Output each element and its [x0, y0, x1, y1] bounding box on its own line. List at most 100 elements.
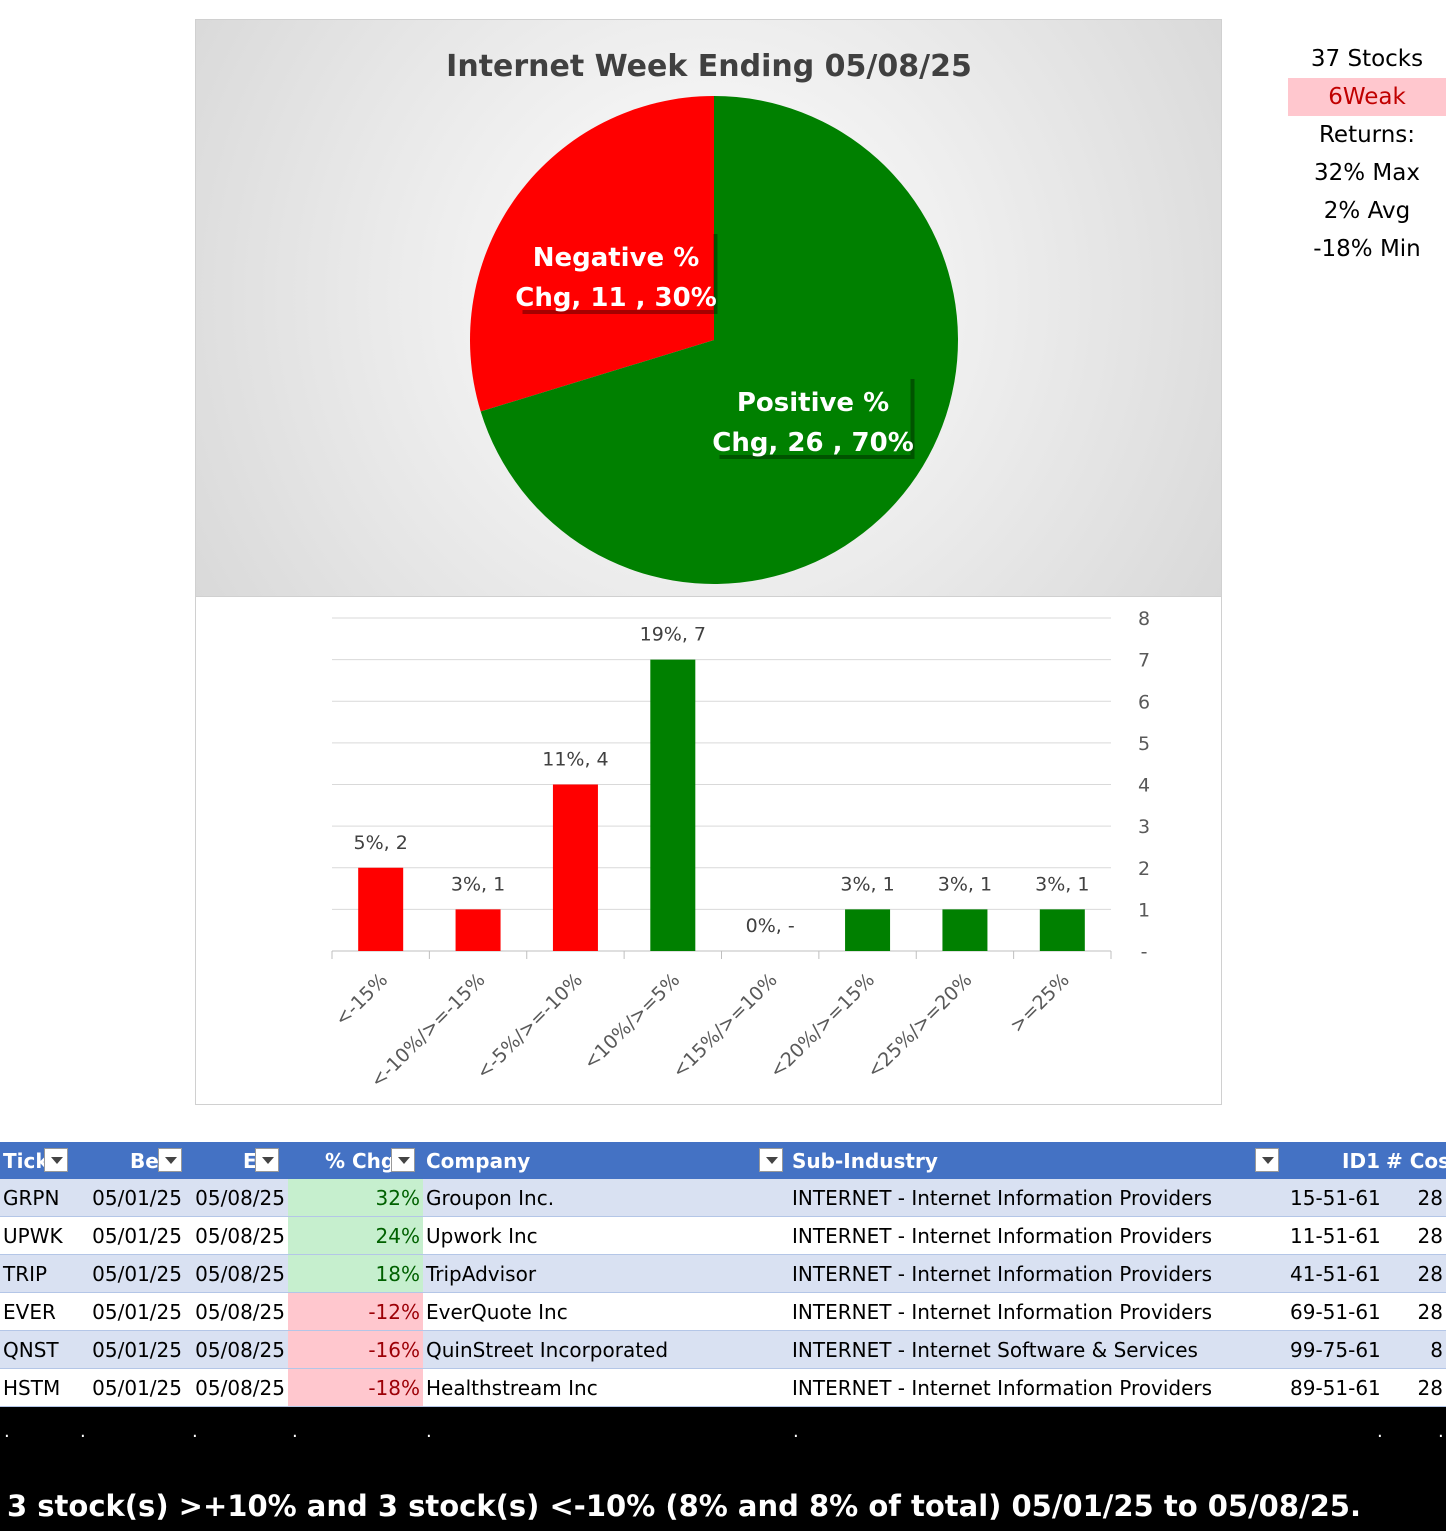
table-header-row: Tick Be E % Chg Company Sub-Industry ID1…	[0, 1142, 1446, 1179]
bar-data-label: 5%, 2	[354, 832, 408, 854]
cell-subindustry: INTERNET - Internet Information Provider…	[789, 1292, 1287, 1331]
filler-dot: .	[292, 1421, 298, 1442]
bar	[1039, 909, 1085, 951]
cell-cos: 28	[1383, 1216, 1446, 1255]
table-row[interactable]: UPWK 05/01/25 05/08/25 24% Upwork Inc IN…	[0, 1216, 1446, 1255]
cell-end: 05/08/25	[185, 1330, 288, 1369]
filler-dot: .	[192, 1421, 198, 1442]
stats-panel: 37 Stocks 6Weak Returns: 32% Max 2% Avg …	[1288, 40, 1446, 268]
table-row[interactable]: EVER 05/01/25 05/08/25 -12% EverQuote In…	[0, 1292, 1446, 1331]
pie-label-line2: Chg, 26 , 70%	[712, 428, 914, 458]
cell-cos: 28	[1383, 1368, 1446, 1407]
header-id1[interactable]: ID1	[1287, 1142, 1383, 1179]
y-tick-label: 2	[1138, 858, 1150, 880]
cell-pct-chg: -16%	[288, 1330, 423, 1369]
cell-pct-chg: 32%	[288, 1179, 423, 1217]
x-tick-label: <10%/>=5%	[579, 969, 684, 1074]
cell-cos: 8	[1383, 1330, 1446, 1369]
table-row[interactable]: TRIP 05/01/25 05/08/25 18% TripAdvisor I…	[0, 1254, 1446, 1293]
y-tick-label: 4	[1138, 775, 1150, 797]
cell-subindustry: INTERNET - Internet Information Provider…	[789, 1368, 1287, 1407]
cell-ticker: HSTM	[0, 1368, 88, 1407]
x-tick-label: <20%/>=15%	[766, 969, 880, 1083]
cell-begin: 05/01/25	[88, 1216, 185, 1255]
pie-chart-title: Internet Week Ending 05/08/25	[446, 49, 972, 84]
cell-begin: 05/01/25	[88, 1292, 185, 1331]
returns-max: 32% Max	[1314, 160, 1420, 186]
bar-chart-panel: -1 2 3 4 5 6 7 8 5%, 2 <-15% 3%, 1 <-10%/>=-15% 11%,…	[195, 597, 1222, 1105]
header-pct-chg[interactable]: % Chg	[288, 1142, 423, 1179]
cell-subindustry: INTERNET - Internet Software & Services	[789, 1330, 1287, 1369]
pie-label-positive: Positive % Chg, 26 , 70%	[712, 375, 915, 459]
y-tick-label: -	[1141, 941, 1148, 963]
cell-cos: 28	[1383, 1179, 1446, 1217]
stock-count: 37 Stocks	[1310, 46, 1424, 72]
header-cos[interactable]: # Cos	[1383, 1142, 1446, 1179]
x-tick-label: <-5%/>=-10%	[472, 969, 587, 1084]
returns-min: -18% Min	[1313, 236, 1421, 262]
returns-avg: 2% Avg	[1323, 198, 1411, 224]
cell-begin: 05/01/25	[88, 1368, 185, 1407]
table-row[interactable]: HSTM 05/01/25 05/08/25 -18% Healthstream…	[0, 1368, 1446, 1407]
header-end[interactable]: E	[185, 1142, 288, 1179]
filler-dot: .	[80, 1421, 86, 1442]
cell-cos: 28	[1383, 1292, 1446, 1331]
y-tick-label: 3	[1138, 816, 1150, 838]
filter-dropdown-icon[interactable]	[255, 1148, 279, 1172]
cell-ticker: EVER	[0, 1292, 88, 1331]
cell-subindustry: INTERNET - Internet Information Provider…	[789, 1179, 1287, 1217]
header-subindustry[interactable]: Sub-Industry	[789, 1142, 1287, 1179]
cell-ticker: UPWK	[0, 1216, 88, 1255]
header-ticker[interactable]: Tick	[0, 1142, 88, 1179]
pie-slice-positive	[480, 96, 958, 584]
x-tick-label: <15%/>=10%	[668, 969, 782, 1083]
header-begin[interactable]: Be	[88, 1142, 185, 1179]
y-tick-label: 6	[1138, 691, 1150, 713]
cell-end: 05/08/25	[185, 1368, 288, 1407]
cell-end: 05/08/25	[185, 1216, 288, 1255]
cell-pct-chg: 18%	[288, 1254, 423, 1293]
filter-dropdown-icon[interactable]	[44, 1148, 68, 1172]
bar-data-label: 11%, 4	[542, 749, 608, 771]
cell-subindustry: INTERNET - Internet Information Provider…	[789, 1254, 1287, 1293]
cell-pct-chg: 24%	[288, 1216, 423, 1255]
cell-end: 05/08/25	[185, 1292, 288, 1331]
x-tick-label: <-15%	[331, 969, 393, 1031]
x-tick-label: <25%/>=20%	[863, 969, 977, 1083]
summary-footer: . . . . . . . . 3 stock(s) >+10% and 3 s…	[0, 1407, 1446, 1531]
filler-dot: .	[1438, 1421, 1444, 1442]
weak-badge: 6Weak	[1288, 78, 1446, 116]
filter-dropdown-icon[interactable]	[1255, 1148, 1279, 1172]
cell-begin: 05/01/25	[88, 1330, 185, 1369]
table-row[interactable]: GRPN 05/01/25 05/08/25 32% Groupon Inc. …	[0, 1179, 1446, 1217]
y-tick-label: 1	[1138, 899, 1150, 921]
cell-id1: 69-51-61	[1287, 1292, 1383, 1331]
cell-begin: 05/01/25	[88, 1179, 185, 1217]
pie-label-line2: Chg, 11 , 30%	[515, 283, 717, 313]
filter-dropdown-icon[interactable]	[158, 1148, 182, 1172]
table-row[interactable]: QNST 05/01/25 05/08/25 -16% QuinStreet I…	[0, 1330, 1446, 1369]
filler-dot: .	[1377, 1421, 1383, 1442]
cell-pct-chg: -12%	[288, 1292, 423, 1331]
stocks-table: Tick Be E % Chg Company Sub-Industry ID1…	[0, 1142, 1446, 1407]
cell-company: EverQuote Inc	[423, 1292, 789, 1331]
filler-dot: .	[793, 1421, 799, 1442]
cell-pct-chg: -18%	[288, 1368, 423, 1407]
pie-label-negative: Negative % Chg, 11 , 30%	[515, 230, 718, 314]
returns-label: Returns:	[1318, 122, 1416, 148]
filler-dot: .	[426, 1421, 432, 1442]
filter-dropdown-icon[interactable]	[759, 1148, 783, 1172]
y-tick-label: 8	[1138, 608, 1150, 630]
bar-data-label: 3%, 1	[840, 873, 894, 895]
bar	[552, 784, 598, 951]
cell-id1: 99-75-61	[1287, 1330, 1383, 1369]
cell-company: Groupon Inc.	[423, 1179, 789, 1217]
bar-data-label: 0%, -	[746, 915, 795, 937]
cell-end: 05/08/25	[185, 1179, 288, 1217]
cell-cos: 28	[1383, 1254, 1446, 1293]
cell-ticker: QNST	[0, 1330, 88, 1369]
pie-chart-panel: Internet Week Ending 05/08/25 Negative %…	[195, 19, 1222, 597]
header-company[interactable]: Company	[423, 1142, 789, 1179]
filter-dropdown-icon[interactable]	[391, 1148, 415, 1172]
